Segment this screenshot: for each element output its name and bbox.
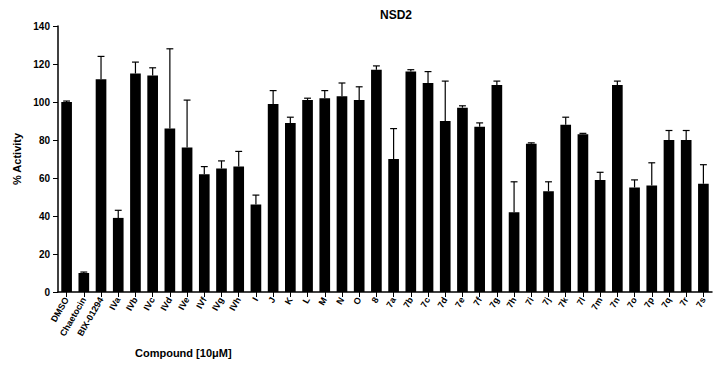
svg-text:O: O <box>351 295 363 306</box>
svg-text:7n: 7n <box>608 295 622 309</box>
svg-text:7e: 7e <box>453 295 467 309</box>
svg-text:7i: 7i <box>523 295 535 306</box>
svg-text:7r: 7r <box>678 295 691 308</box>
svg-text:7g: 7g <box>487 295 501 309</box>
svg-text:I: I <box>250 295 260 302</box>
svg-text:7o: 7o <box>625 295 639 310</box>
svg-text:7a: 7a <box>384 295 398 310</box>
svg-text:7s: 7s <box>694 295 708 309</box>
svg-text:IVb: IVb <box>124 295 140 313</box>
svg-text:K: K <box>283 295 295 306</box>
svg-text:80: 80 <box>39 135 51 146</box>
svg-text:7m: 7m <box>589 295 604 311</box>
svg-text:100: 100 <box>33 97 50 108</box>
svg-text:IVd: IVd <box>159 295 175 312</box>
svg-text:7q: 7q <box>659 295 673 309</box>
svg-text:% Activity: % Activity <box>11 132 23 185</box>
svg-text:IVa: IVa <box>107 295 123 312</box>
svg-text:BIX-01294: BIX-01294 <box>75 295 105 337</box>
svg-text:DMSO: DMSO <box>48 295 71 324</box>
svg-text:7f: 7f <box>471 295 484 308</box>
svg-text:Compound [10μM]: Compound [10μM] <box>135 347 232 359</box>
svg-text:IVf: IVf <box>194 295 209 311</box>
svg-text:L: L <box>300 295 312 305</box>
svg-text:7c: 7c <box>419 295 433 309</box>
svg-text:IVc: IVc <box>142 295 157 312</box>
svg-text:7b: 7b <box>401 295 415 310</box>
svg-text:7h: 7h <box>504 295 518 309</box>
svg-text:IVe: IVe <box>176 295 191 311</box>
svg-text:IVg: IVg <box>210 295 226 312</box>
svg-text:M: M <box>317 295 329 306</box>
svg-text:20: 20 <box>39 249 51 260</box>
svg-text:8: 8 <box>370 295 381 304</box>
svg-text:140: 140 <box>33 21 50 32</box>
svg-text:7k: 7k <box>556 295 570 309</box>
svg-text:IVh: IVh <box>227 295 243 312</box>
svg-text:Chaetocin: Chaetocin <box>57 295 89 339</box>
svg-text:7p: 7p <box>642 295 656 310</box>
svg-text:J: J <box>266 295 277 304</box>
svg-text:NSD2: NSD2 <box>380 8 412 22</box>
svg-text:120: 120 <box>33 59 50 70</box>
svg-text:7j: 7j <box>540 295 552 306</box>
svg-text:7d: 7d <box>436 295 450 309</box>
svg-text:0: 0 <box>44 287 50 298</box>
svg-text:N: N <box>334 295 346 306</box>
svg-text:60: 60 <box>39 173 51 184</box>
svg-text:7l: 7l <box>575 295 587 306</box>
svg-text:40: 40 <box>39 211 51 222</box>
